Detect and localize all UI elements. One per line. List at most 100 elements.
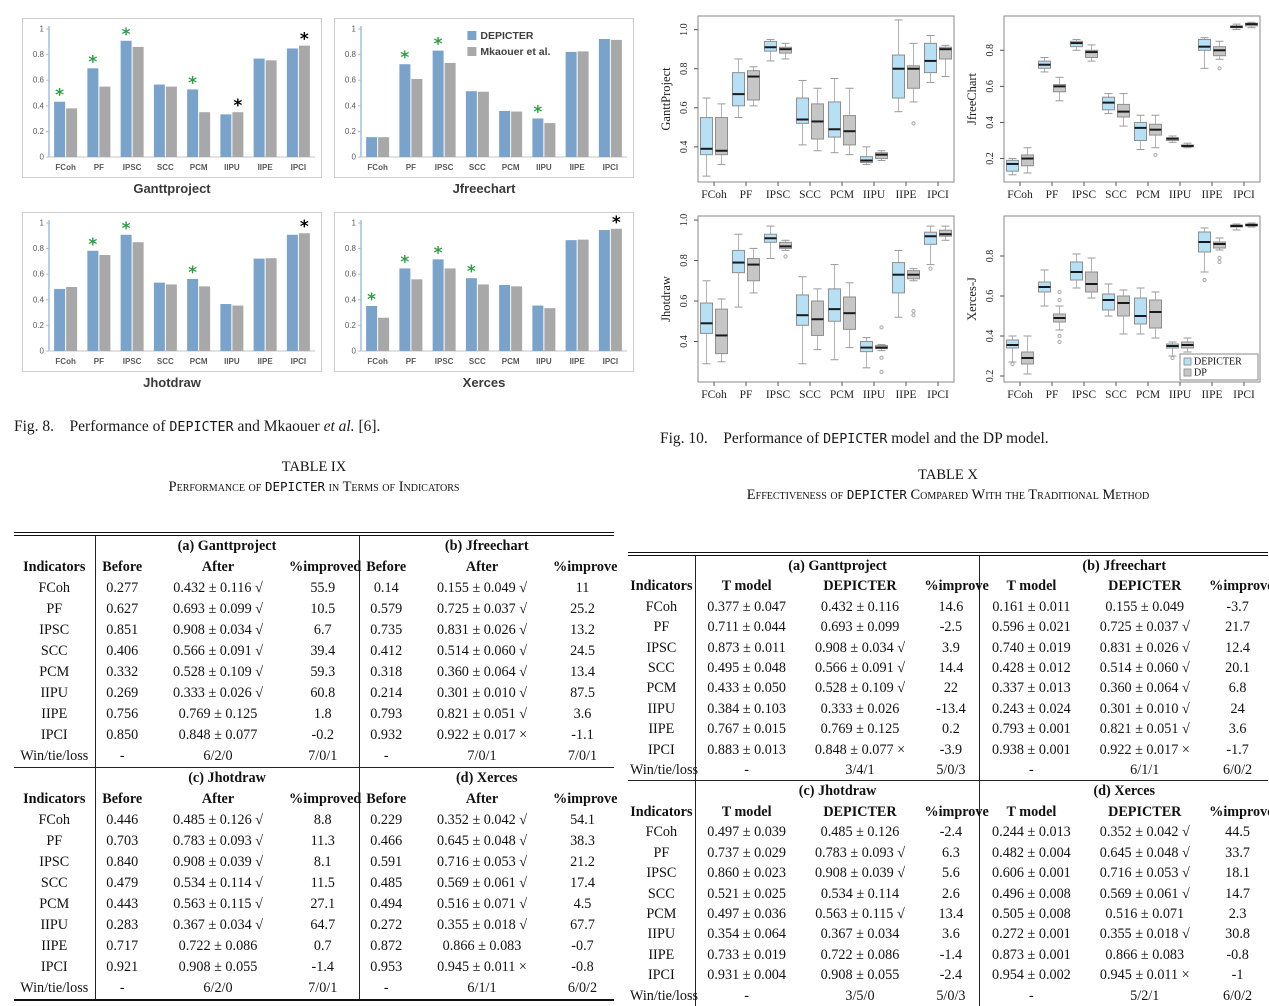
table-cell: 0.497 ± 0.039 <box>694 822 798 843</box>
box-depicter-FCoh <box>700 117 713 156</box>
table-cell: %improve <box>553 559 618 575</box>
box-dp-FCoh <box>715 308 728 355</box>
x-category-label: FCoh <box>367 163 388 172</box>
bar-mkaouer-PF <box>411 78 423 157</box>
box-dp-PCM <box>1149 299 1162 329</box>
table-cell: -0.8 <box>1226 946 1249 963</box>
group-header-row: (a) Ganttproject (b) Jfreechart <box>628 554 1268 577</box>
bar-mkaouer-SCC <box>165 86 177 157</box>
bar-mkaouer-IIPU <box>544 123 556 157</box>
bar-chart-Xerces: 0 0.2 0.4 0.6 0.8 1 FCoh * PF * IPSC * SCC * PCM IIPU II… <box>345 213 627 366</box>
bar-depicter-PCM <box>187 278 199 351</box>
legend-label-mkaouer: Mkaouer et al. <box>480 46 550 58</box>
table-cell: 0.367 ± 0.034 √ <box>172 917 264 933</box>
box-chart-Jhotdraw: 0.4 0.6 0.8 1.0 Jhotdraw FCoh PF IPSC SCC PCM IIPU… <box>659 214 955 401</box>
table-cell: 0.516 ± 0.071 <box>1105 905 1185 922</box>
table-cell: 0.606 ± 0.001 <box>979 863 1083 884</box>
table-cell: 0.938 ± 0.001 <box>979 739 1083 761</box>
bar-depicter-IPSC <box>432 259 444 351</box>
x-category-label: IIPU <box>224 163 240 172</box>
x-category-label: PF <box>94 357 104 366</box>
legend-swatch-mkaouer <box>467 47 477 56</box>
significance-star: * <box>400 252 409 272</box>
table-cell: 17.4 <box>570 875 595 891</box>
table-cell: IPCI <box>40 727 68 743</box>
outlier-dp <box>911 313 916 318</box>
bar-depicter-SCC <box>153 84 165 157</box>
table-cell: PCM <box>39 664 70 680</box>
table-cell: 0.908 ± 0.034 √ <box>814 639 905 656</box>
y-tick-label: 1 <box>352 219 357 228</box>
table-cell: IIPE <box>648 721 675 738</box>
bar-depicter-IIPU <box>532 305 544 351</box>
win-tie-loss-row: Win/tie/loss -6/2/0 7/0/1-7/0/1 7/0/1 <box>14 746 614 768</box>
table-cell: 0.591 <box>358 852 413 873</box>
table-cell: 0.521 ± 0.025 <box>694 883 798 904</box>
table-cell: 59.3 <box>310 664 336 680</box>
table-cell: (c) Jhotdraw <box>94 767 359 789</box>
x-category-label: IPSC <box>435 357 454 366</box>
table-cell: (c) Jhotdraw <box>694 780 980 802</box>
column-header-row: Indicators T model DEPICTER %improve T model… <box>628 576 1269 597</box>
legend-swatch-depicter <box>467 31 477 40</box>
table-cell: 6.3 <box>942 844 960 861</box>
box-chart-GanttProject: 0.4 0.6 0.8 1.0 GanttProject FCoh PF IPSC SCC PCM… <box>659 15 955 201</box>
table-cell: 5.6 <box>942 865 960 882</box>
box-dp-SCC <box>811 300 824 336</box>
table-cell: 6/2/0 <box>203 980 233 996</box>
x-category-label: PCM <box>502 163 520 172</box>
table-cell: 0.355 ± 0.018 √ <box>1099 926 1190 943</box>
table-cell: 0.931 ± 0.004 <box>694 965 798 986</box>
table-cell: DEPICTER <box>1108 803 1182 820</box>
group-header-row: (c) Jhotdraw (d) Xerces <box>628 780 1268 802</box>
bar-mkaouer-IPCI <box>298 233 310 351</box>
outlier-dp <box>879 369 884 374</box>
box-dp-FCoh <box>1021 154 1034 167</box>
box-depicter-PCM <box>828 288 841 322</box>
table-cell: 0.908 ± 0.039 √ <box>172 854 264 870</box>
table-cell: %improve <box>553 791 618 807</box>
y-tick-label: 0.2 <box>33 127 45 136</box>
table-cell: 0.367 ± 0.034 <box>820 926 900 943</box>
bar-mkaouer-FCoh <box>378 137 390 157</box>
table-cell: IPSC <box>39 622 70 638</box>
table-cell: 0.514 ± 0.060 √ <box>1099 660 1190 677</box>
table-cell: 0.352 ± 0.042 √ <box>1099 824 1190 841</box>
x-category-label: IIPU <box>1169 389 1192 401</box>
table-cell: 0.272 <box>358 915 413 936</box>
table-cell: T model <box>694 576 798 597</box>
table-cell: 0.733 ± 0.019 <box>694 944 798 966</box>
table-cell: 0.693 ± 0.099 √ <box>172 601 264 617</box>
data-row: SCC 0.495 ± 0.048 0.566 ± 0.091 √ 14.4 0.428… <box>628 658 1268 679</box>
x-category-label: IIPU <box>1169 189 1192 201</box>
significance-star: * <box>88 52 97 72</box>
table10: (a) Ganttproject (b) Jfreechart Indicators… <box>628 552 1269 1006</box>
text-segment: [6]. <box>354 418 381 435</box>
box-chart-Xerces-J: 0.2 0.4 0.6 0.8 Xerces-J FCoh PF IPSC SCC PCM IIPU… <box>965 215 1261 401</box>
table-cell: FCoh <box>645 824 678 841</box>
table-cell: 12.4 <box>1225 639 1250 656</box>
y-tick-label: 0.6 <box>345 76 357 85</box>
bar-depicter-IIPE <box>565 240 577 351</box>
x-category-label: IPCI <box>927 389 949 401</box>
jhotdraw-box-plot: 0.4 0.6 0.8 1.0 Jhotdraw FCoh PF IPSC SCC PCM IIPU… <box>658 210 958 411</box>
y-tick-label: 0.8 <box>345 244 357 253</box>
table-cell: PF <box>46 601 63 617</box>
x-category-label: PF <box>94 163 104 172</box>
table-cell: IIPE <box>41 938 68 954</box>
bar-depicter-SCC <box>465 91 477 157</box>
table-cell: 10.5 <box>310 601 336 617</box>
outlier-dp <box>879 355 884 360</box>
y-tick-label: 1 <box>40 219 45 228</box>
table-cell: (d) Xerces <box>979 780 1268 802</box>
table-cell: 64.7 <box>310 917 336 933</box>
table-cell: 0.534 ± 0.114 √ <box>173 875 263 891</box>
table-cell: - <box>358 746 413 768</box>
table-cell <box>628 554 695 576</box>
table-cell: 0.908 ± 0.055 <box>178 959 258 975</box>
bar-chart-Ganttproject: 0 0.2 0.4 0.6 0.8 1 FCoh * PF * IPSC * SCC PCM * IIPU * I… <box>33 25 315 172</box>
text-segment: in Terms of Indicators <box>325 479 460 495</box>
table-cell: 0.737 ± 0.029 <box>694 842 798 864</box>
table-cell: 13.2 <box>570 622 595 638</box>
x-category-label: IPSC <box>766 389 791 401</box>
